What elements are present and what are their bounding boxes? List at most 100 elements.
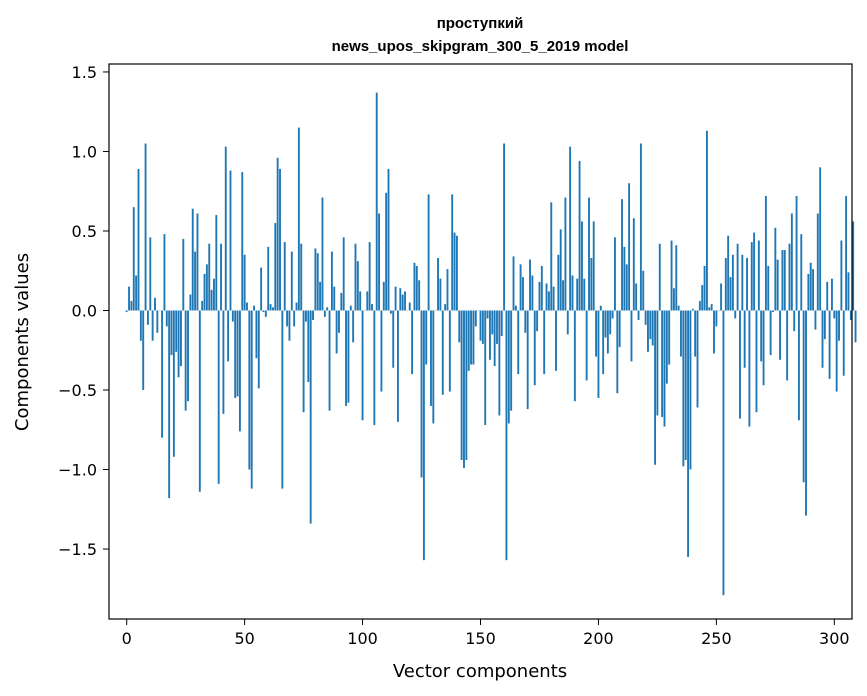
bar-component-81 <box>316 253 319 311</box>
bar-component-183 <box>557 254 560 311</box>
x-tick-label: 0 <box>122 629 132 648</box>
bar-component-264 <box>748 310 751 427</box>
bar-component-168 <box>522 277 524 311</box>
bar-component-163 <box>510 310 513 411</box>
bar-component-65 <box>279 168 281 311</box>
bar-component-80 <box>314 248 317 311</box>
bar-component-73 <box>297 127 300 311</box>
bar-component-41 <box>222 310 225 414</box>
bar-component-220 <box>644 310 647 325</box>
bar-component-204 <box>606 310 609 354</box>
bar-component-117 <box>401 294 404 311</box>
bar-component-164 <box>512 256 515 311</box>
bar-component-48 <box>238 310 241 432</box>
bar-component-174 <box>536 310 539 332</box>
bar-component-243 <box>698 300 701 311</box>
bar-component-156 <box>493 310 496 367</box>
bar-component-224 <box>654 310 656 465</box>
y-axis-ticks: −1.5 −1.0 −0.5 0.0 0.5 1.0 1.5 <box>58 63 109 559</box>
bar-component-110 <box>385 192 388 311</box>
bar-component-24 <box>182 238 185 311</box>
bar-component-39 <box>217 310 220 484</box>
bar-component-189 <box>571 275 574 311</box>
bar-component-158 <box>498 310 501 416</box>
bar-component-304 <box>842 310 845 376</box>
bar-component-282 <box>790 213 793 311</box>
bar-component-206 <box>611 310 614 319</box>
bar-component-30 <box>196 213 199 311</box>
bar-component-71 <box>293 310 296 327</box>
bar-component-242 <box>696 310 699 408</box>
bar-component-18 <box>168 310 171 499</box>
bar-component-76 <box>305 310 307 322</box>
bar-component-98 <box>356 261 359 311</box>
bar-component-244 <box>701 285 704 311</box>
bar-component-124 <box>418 280 421 311</box>
bar-component-167 <box>519 264 522 311</box>
bar-component-222 <box>649 310 652 340</box>
bar-component-184 <box>559 229 562 311</box>
bar-component-26 <box>187 310 189 402</box>
bar-component-146 <box>470 310 473 365</box>
bar-component-234 <box>677 305 680 311</box>
bar-component-1 <box>128 286 130 311</box>
bar-component-36 <box>210 289 213 311</box>
bar-component-49 <box>241 172 244 311</box>
bar-component-190 <box>573 310 576 402</box>
bar-component-272 <box>767 265 770 311</box>
bar-component-180 <box>550 202 553 311</box>
bar-component-188 <box>569 146 572 311</box>
x-tick-label: 150 <box>465 629 496 648</box>
bar-component-281 <box>788 243 791 311</box>
bar-component-32 <box>201 300 204 311</box>
bar-component-259 <box>736 243 739 311</box>
bar-component-267 <box>755 310 758 413</box>
bar-component-255 <box>727 235 730 311</box>
bar-component-141 <box>458 310 461 343</box>
bar-component-31 <box>198 310 201 492</box>
x-tick-label: 250 <box>701 629 732 648</box>
bar-component-132 <box>437 258 439 311</box>
bar-component-210 <box>621 199 623 311</box>
bar-component-166 <box>517 310 520 375</box>
bar-component-236 <box>682 310 685 467</box>
bar-component-47 <box>236 310 239 397</box>
bar-component-99 <box>359 291 362 311</box>
bar-component-145 <box>467 310 470 371</box>
bar-component-294 <box>819 167 822 311</box>
bar-component-16 <box>163 234 166 311</box>
bar-component-148 <box>474 310 477 327</box>
bar-component-219 <box>642 270 645 311</box>
chart-subtitle: news_upos_skipgram_300_5_2019 model <box>332 38 629 55</box>
bar-component-225 <box>656 310 659 416</box>
bar-component-241 <box>694 310 697 357</box>
bar-component-127 <box>425 310 428 365</box>
bar-component-60 <box>267 246 270 311</box>
bar-component-301 <box>835 310 838 392</box>
bar-component-296 <box>823 310 826 340</box>
bar-component-79 <box>312 310 314 321</box>
bar-component-75 <box>302 310 305 413</box>
bar-component-27 <box>189 294 192 311</box>
bar-component-258 <box>734 310 737 319</box>
bar-component-182 <box>555 310 557 371</box>
bar-component-292 <box>814 310 817 330</box>
bar-component-62 <box>271 307 274 311</box>
bar-component-285 <box>797 310 800 421</box>
bar-component-108 <box>380 310 383 392</box>
bar-component-165 <box>514 305 517 311</box>
bar-component-112 <box>389 310 392 314</box>
bar-component-274 <box>772 310 774 313</box>
bar-component-270 <box>762 310 765 386</box>
bar-component-289 <box>807 273 810 311</box>
y-tick-label: 1.5 <box>72 63 97 82</box>
bar-component-150 <box>479 310 482 341</box>
bar-component-4 <box>135 275 138 311</box>
bar-component-95 <box>349 305 352 311</box>
bar-component-302 <box>838 310 840 341</box>
bar-component-291 <box>812 269 815 311</box>
bar-component-170 <box>526 310 529 410</box>
bar-component-215 <box>632 218 635 311</box>
bar-component-138 <box>451 194 454 311</box>
bar-component-40 <box>220 243 222 311</box>
